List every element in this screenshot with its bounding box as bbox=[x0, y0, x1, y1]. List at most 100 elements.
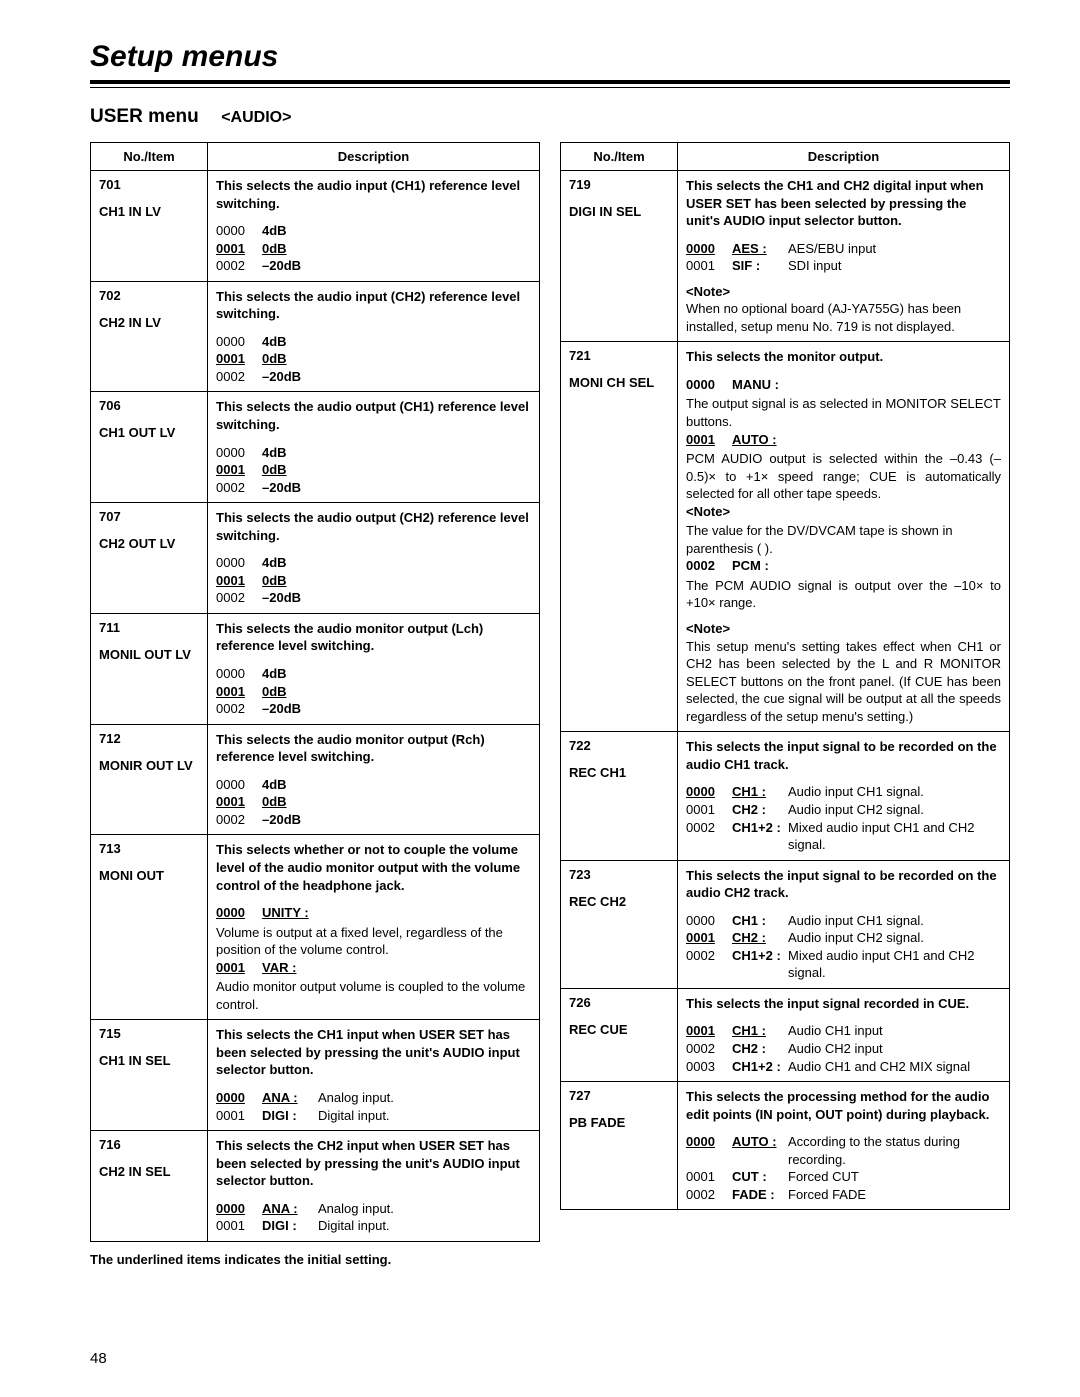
desc-cell: This selects the monitor output.0000MANU… bbox=[678, 342, 1010, 732]
options-block: 00004dB00010dB0002–20dB bbox=[216, 222, 531, 275]
option-code: 0001 bbox=[216, 1217, 262, 1235]
option-code: 0003 bbox=[686, 1058, 732, 1076]
item-name: CH1 IN LV bbox=[99, 204, 199, 219]
item-name: CH1 OUT LV bbox=[99, 425, 199, 440]
desc-cell: This selects the input signal to be reco… bbox=[678, 732, 1010, 860]
option-line: 0001CH2 :Audio input CH2 signal. bbox=[686, 929, 1001, 947]
option-code: 0000 bbox=[216, 904, 262, 922]
item-no: 706 bbox=[99, 398, 199, 413]
option-code: 0002 bbox=[216, 811, 262, 829]
option-code: 0002 bbox=[686, 819, 732, 837]
option-code: 0001 bbox=[216, 572, 262, 590]
option-line: 0002CH1+2 :Mixed audio input CH1 and CH2… bbox=[686, 947, 1001, 982]
item-cell: 715CH1 IN SEL bbox=[91, 1020, 208, 1131]
page-number: 48 bbox=[90, 1350, 107, 1367]
option-code: 0001 bbox=[216, 683, 262, 701]
table-row: 711MONIL OUT LVThis selects the audio mo… bbox=[91, 613, 540, 724]
options-block: 00004dB00010dB0002–20dB bbox=[216, 776, 531, 829]
option-line: 0002–20dB bbox=[216, 811, 531, 829]
options-block: 0000ANA :Analog input.0001DIGI :Digital … bbox=[216, 1089, 531, 1124]
option-line: 00010dB bbox=[216, 683, 531, 701]
description: This selects the input signal to be reco… bbox=[686, 738, 1001, 773]
option-code: 0000 bbox=[216, 1089, 262, 1107]
option-code: 0001 bbox=[686, 801, 732, 819]
item-name: CH1 IN SEL bbox=[99, 1053, 199, 1068]
option-line: 00010dB bbox=[216, 461, 531, 479]
option-code: 0001 bbox=[216, 1107, 262, 1125]
option-label: –20dB bbox=[262, 479, 301, 497]
option-line: 0000ANA :Analog input. bbox=[216, 1200, 531, 1218]
desc-cell: This selects the input signal recorded i… bbox=[678, 988, 1010, 1081]
option-code: 0000 bbox=[686, 912, 732, 930]
option-code: 0001 bbox=[216, 959, 262, 977]
options-block: 0001CH1 :Audio CH1 input0002CH2 :Audio C… bbox=[686, 1022, 1001, 1075]
desc-cell: This selects the audio input (CH1) refer… bbox=[208, 171, 540, 282]
option-text: Audio input CH2 signal. bbox=[788, 801, 1001, 819]
option-text: Analog input. bbox=[318, 1200, 531, 1218]
option-label: 4dB bbox=[262, 444, 287, 462]
option-code: 0001 bbox=[686, 1022, 732, 1040]
option-code: 0000 bbox=[216, 444, 262, 462]
table-row: 722REC CH1This selects the input signal … bbox=[561, 732, 1010, 860]
item-cell: 723REC CH2 bbox=[561, 860, 678, 988]
left-table: No./Item Description 701CH1 IN LVThis se… bbox=[90, 142, 540, 1242]
item-name: MONI CH SEL bbox=[569, 375, 669, 390]
option-label: 4dB bbox=[262, 333, 287, 351]
description: This selects the CH1 input when USER SET… bbox=[216, 1026, 531, 1079]
option-line: 00004dB bbox=[216, 333, 531, 351]
option-label: 4dB bbox=[262, 776, 287, 794]
desc-cell: This selects the input signal to be reco… bbox=[678, 860, 1010, 988]
table-row: 721MONI CH SELThis selects the monitor o… bbox=[561, 342, 1010, 732]
option-label: –20dB bbox=[262, 589, 301, 607]
option-text: According to the status during recording… bbox=[788, 1133, 1001, 1168]
note-label: <Note> bbox=[686, 283, 1001, 301]
option-line: 0001DIGI :Digital input. bbox=[216, 1217, 531, 1235]
option-line: 0002–20dB bbox=[216, 589, 531, 607]
item-name: PB FADE bbox=[569, 1115, 669, 1130]
option-line: 00010dB bbox=[216, 240, 531, 258]
table-row: 723REC CH2This selects the input signal … bbox=[561, 860, 1010, 988]
option-line: 0000ANA :Analog input. bbox=[216, 1089, 531, 1107]
description: This selects the input signal to be reco… bbox=[686, 867, 1001, 902]
option-line: 00010dB bbox=[216, 350, 531, 368]
option-code: 0002 bbox=[216, 368, 262, 386]
subtitle-tag: <AUDIO> bbox=[221, 109, 291, 126]
option-code: 0000 bbox=[216, 554, 262, 572]
option-code: 0000 bbox=[686, 1133, 732, 1151]
note-block: <Note>This setup menu's setting takes ef… bbox=[686, 620, 1001, 725]
item-no: 719 bbox=[569, 177, 669, 192]
option-label: 4dB bbox=[262, 554, 287, 572]
item-name: MONI OUT bbox=[99, 868, 199, 883]
description: This selects the audio monitor output (L… bbox=[216, 620, 531, 655]
item-cell: 726REC CUE bbox=[561, 988, 678, 1081]
option-line: 00004dB bbox=[216, 665, 531, 683]
description: This selects the audio output (CH2) refe… bbox=[216, 509, 531, 544]
subtitle-main: USER menu bbox=[90, 106, 199, 127]
desc-cell: This selects the audio input (CH2) refer… bbox=[208, 281, 540, 392]
item-no: 722 bbox=[569, 738, 669, 753]
option-text: Forced FADE bbox=[788, 1186, 1001, 1204]
table-row: 726REC CUEThis selects the input signal … bbox=[561, 988, 1010, 1081]
desc-cell: This selects the CH1 and CH2 digital inp… bbox=[678, 171, 1010, 342]
option-label: SIF : bbox=[732, 257, 788, 275]
option-line: 0002PCM : bbox=[686, 557, 1001, 575]
item-cell: 707CH2 OUT LV bbox=[91, 503, 208, 614]
option-label: –20dB bbox=[262, 811, 301, 829]
table-row: 713MONI OUTThis selects whether or not t… bbox=[91, 835, 540, 1020]
option-line: 0000CH1 :Audio input CH1 signal. bbox=[686, 783, 1001, 801]
option-line: 0001CH1 :Audio CH1 input bbox=[686, 1022, 1001, 1040]
option-text: Mixed audio input CH1 and CH2 signal. bbox=[788, 819, 1001, 854]
left-column: No./Item Description 701CH1 IN LVThis se… bbox=[90, 142, 540, 1267]
right-table: No./Item Description 719DIGI IN SELThis … bbox=[560, 142, 1010, 1210]
desc-cell: This selects the processing method for t… bbox=[678, 1082, 1010, 1210]
option-code: 0001 bbox=[216, 240, 262, 258]
option-label: AES : bbox=[732, 240, 788, 258]
description: This selects the audio monitor output (R… bbox=[216, 731, 531, 766]
option-label: CH1+2 : bbox=[732, 1058, 788, 1076]
option-line: 0000AUTO :According to the status during… bbox=[686, 1133, 1001, 1168]
option-text: Analog input. bbox=[318, 1089, 531, 1107]
description: This selects the CH2 input when USER SET… bbox=[216, 1137, 531, 1190]
item-cell: 711MONIL OUT LV bbox=[91, 613, 208, 724]
option-code: 0000 bbox=[216, 222, 262, 240]
table-row: 706CH1 OUT LVThis selects the audio outp… bbox=[91, 392, 540, 503]
